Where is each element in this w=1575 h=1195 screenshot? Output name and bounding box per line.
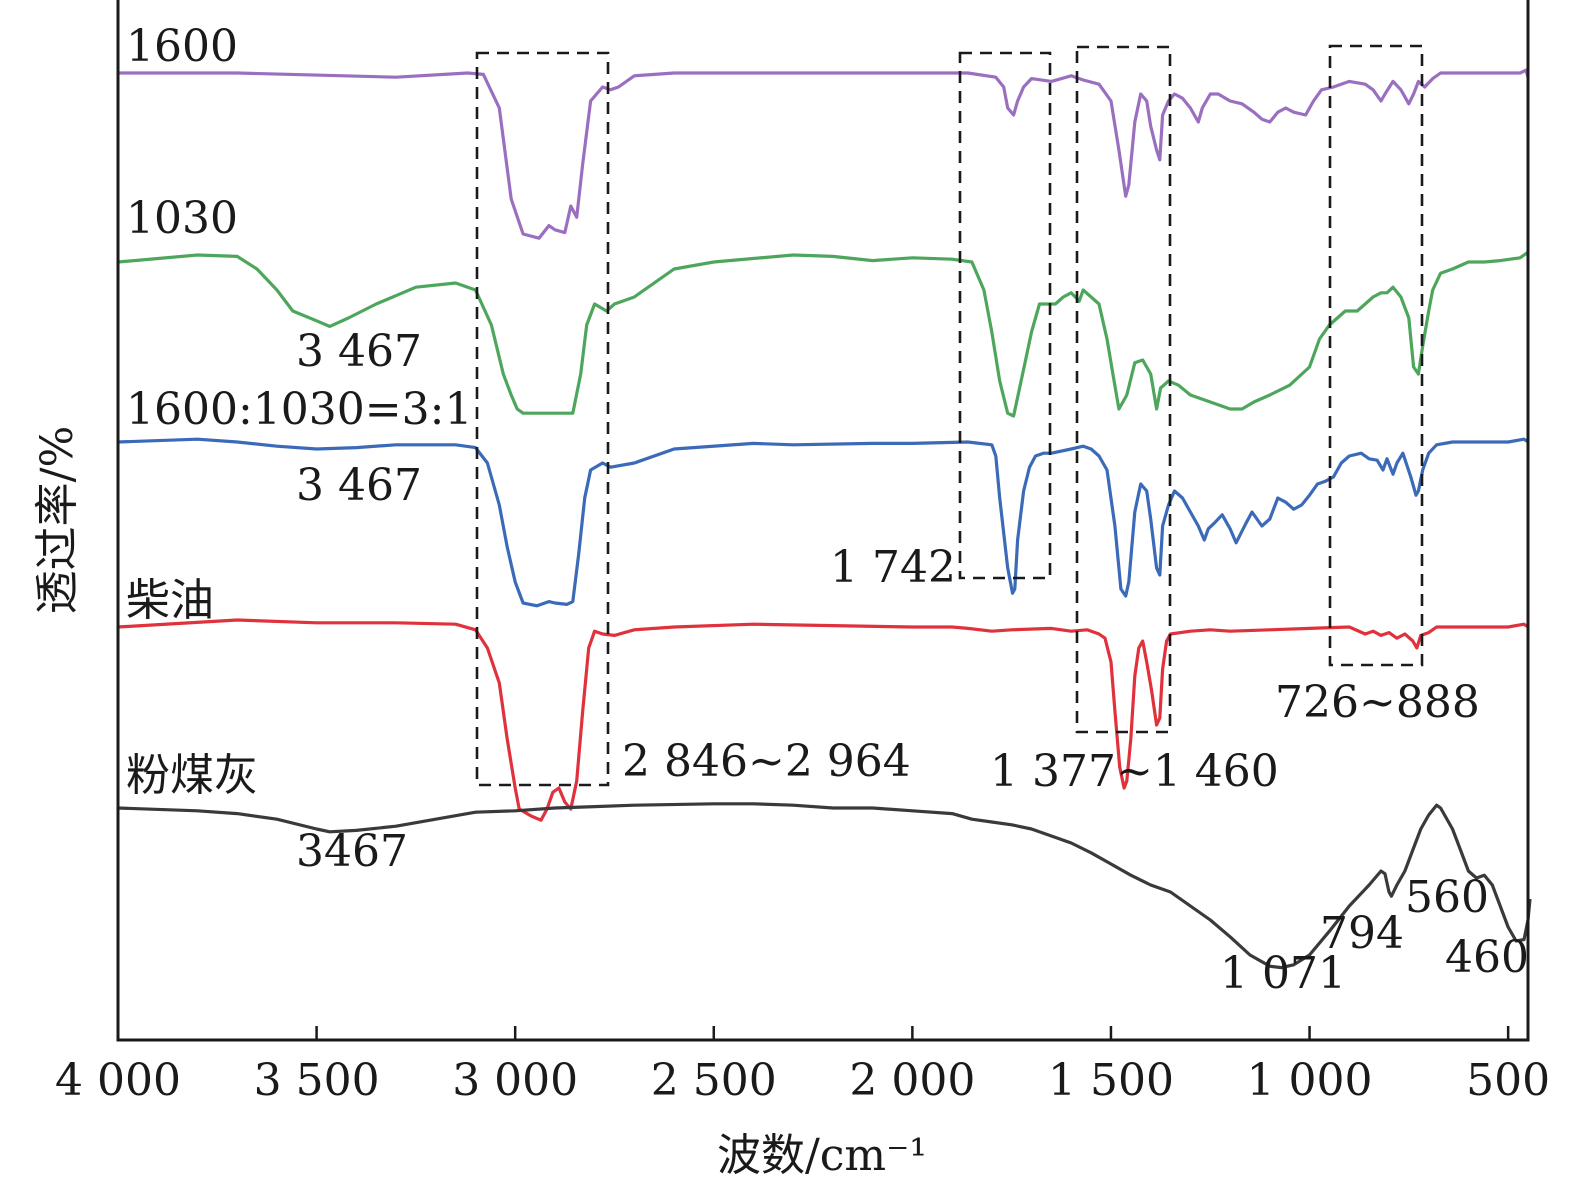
y-axis-title: 透过率/% <box>32 426 83 615</box>
box-label-1377-1460: 1 377~1 460 <box>990 746 1279 797</box>
x-axis-title: 波数/cm⁻¹ <box>717 1130 927 1181</box>
x-tick-label: 3 000 <box>452 1055 578 1106</box>
box-label-1742: 1 742 <box>830 542 956 593</box>
annotation-3467-fly-ash: 3467 <box>296 826 408 877</box>
dashed-box-3 <box>1328 44 1424 667</box>
series-line-4 <box>117 802 1532 970</box>
dashed-box-0 <box>475 51 610 787</box>
series-line-2 <box>117 437 1529 608</box>
series-label-1030: 1030 <box>126 193 238 244</box>
dashed-box-layer <box>475 44 1424 787</box>
box-label-726-888: 726~888 <box>1275 677 1480 728</box>
x-tick-label: 3 500 <box>254 1055 380 1106</box>
series-label-fly-ash: 粉煤灰 <box>126 750 258 801</box>
annotation-560: 560 <box>1405 872 1489 923</box>
series-layer <box>117 68 1532 970</box>
dashed-box-1 <box>958 51 1052 580</box>
tick-layer: 4 000 3 500 3 000 2 500 2 000 1 500 1 000 500 <box>55 1026 1550 1106</box>
series-line-1 <box>117 250 1529 418</box>
x-tick-label: 1 500 <box>1048 1055 1174 1106</box>
x-tick-label: 1 000 <box>1247 1055 1373 1106</box>
x-tick-label: 2 000 <box>849 1055 975 1106</box>
x-tick-label: 2 500 <box>651 1055 777 1106</box>
box-label-2846-2964: 2 846~2 964 <box>622 736 911 787</box>
series-label-diesel: 柴油 <box>126 575 214 626</box>
annotation-1071: 1 071 <box>1220 948 1346 999</box>
series-line-3 <box>117 618 1529 822</box>
x-tick-label: 4 000 <box>55 1055 181 1106</box>
series-line-0 <box>118 68 1530 240</box>
annotation-460: 460 <box>1445 932 1529 983</box>
annotation-3467-mix: 3 467 <box>296 460 422 511</box>
x-tick-label: 500 <box>1466 1055 1550 1106</box>
series-label-mix: 1600:1030=3:1 <box>126 384 472 435</box>
annotation-3467-1030: 3 467 <box>296 326 422 377</box>
dashed-box-2 <box>1075 45 1172 734</box>
annotation-794: 794 <box>1320 908 1404 959</box>
series-label-1600: 1600 <box>126 21 238 72</box>
plot-frame <box>116 0 1530 1042</box>
